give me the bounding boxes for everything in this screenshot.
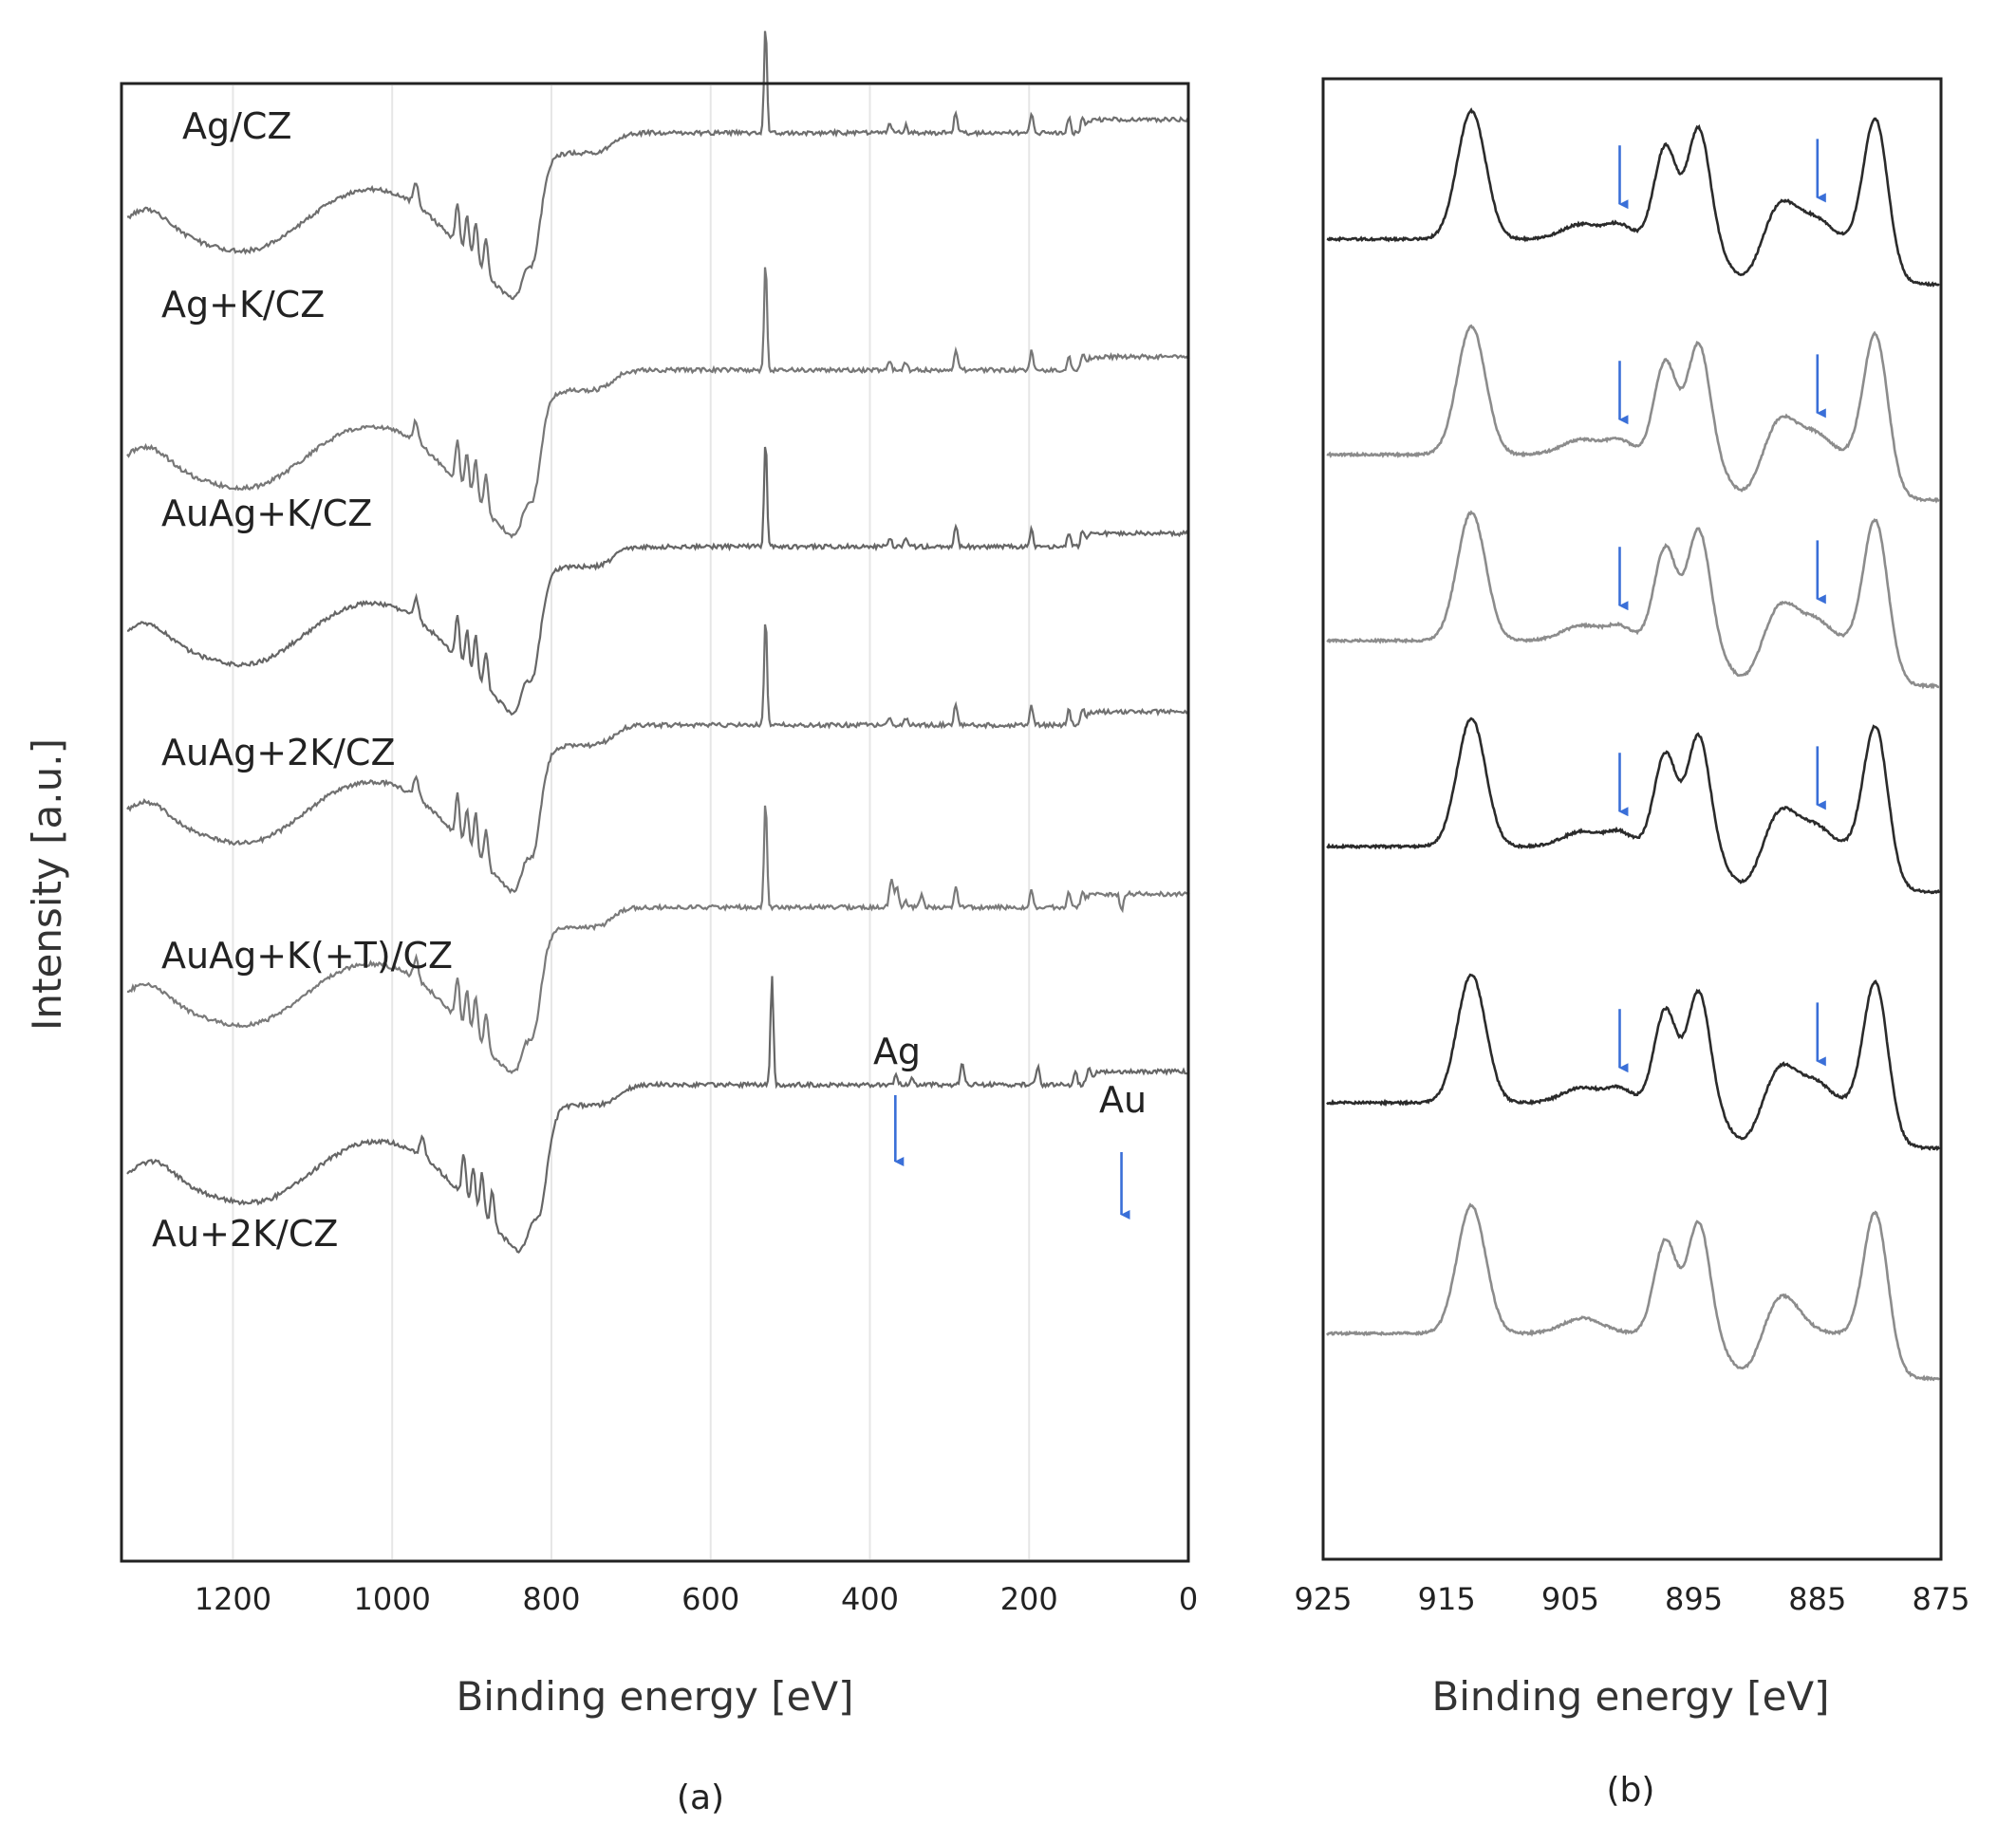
a-x-tick-label: 800	[522, 1581, 580, 1617]
b-spectrum-line	[1326, 324, 1940, 504]
b-spectrum-line	[1326, 510, 1940, 690]
panel-b: 925 915 905 895 885 875 Binding energy [eV] (…	[1294, 77, 1970, 1810]
b-x-tick-label: 875	[1912, 1581, 1969, 1617]
b-plot-frame	[1321, 77, 1943, 1561]
b-x-tick-label: 895	[1665, 1581, 1723, 1617]
a-spectrum-line	[126, 446, 1190, 717]
a-annotations: Ag Au	[873, 1031, 1147, 1219]
b-panel-label: (b)	[1607, 1771, 1655, 1810]
b-annotations	[1618, 139, 1826, 1073]
a-x-tick-label: 200	[1000, 1581, 1058, 1617]
a-x-tick-label: 0	[1179, 1581, 1198, 1617]
b-spectrum-line	[1326, 973, 1941, 1151]
a-annotation-label: Ag	[873, 1031, 921, 1072]
a-series-labels: Ag/CZ Ag+K/CZ AuAg+K/CZ AuAg+2K/CZ AuAg+K(+T…	[152, 105, 453, 1255]
a-panel-label: (a)	[677, 1778, 724, 1817]
a-x-tick-labels: 1200 1000 800 600 400 200 0	[195, 1581, 1198, 1617]
a-gridlines	[232, 85, 1031, 1559]
a-spectrum-line	[126, 30, 1190, 301]
a-spectrum-line	[126, 805, 1190, 1074]
a-series-label: Au+2K/CZ	[152, 1213, 338, 1255]
a-x-tick-label: 400	[841, 1581, 899, 1617]
a-spectrum-line	[126, 624, 1190, 895]
b-spectrum-line	[1326, 717, 1941, 895]
b-spectra	[1326, 107, 1941, 1382]
b-x-tick-label: 885	[1788, 1581, 1846, 1617]
a-spectrum-line	[126, 267, 1190, 539]
a-spectrum-line	[126, 976, 1190, 1254]
a-plot-frame	[120, 82, 1190, 1563]
a-spectra	[126, 30, 1190, 1254]
b-x-tick-label: 905	[1541, 1581, 1599, 1617]
a-x-tick-label: 1000	[353, 1581, 430, 1617]
b-spectrum-line	[1326, 107, 1940, 288]
a-series-label: AuAg+K/CZ	[161, 493, 372, 534]
b-x-tick-label: 915	[1418, 1581, 1476, 1617]
a-series-label: Ag/CZ	[182, 105, 291, 147]
a-series-label: AuAg+2K/CZ	[161, 732, 396, 773]
a-x-tick-label: 600	[681, 1581, 739, 1617]
panel-a: Ag/CZ Ag+K/CZ AuAg+K/CZ AuAg+2K/CZ AuAg+K(+T…	[120, 30, 1198, 1817]
a-x-axis-title: Binding energy [eV]	[456, 1673, 853, 1720]
y-axis-title: Intensity [a.u.]	[24, 738, 70, 1031]
b-spectrum-line	[1326, 1202, 1941, 1382]
a-x-tick-label: 1200	[195, 1581, 271, 1617]
b-x-tick-label: 925	[1294, 1581, 1352, 1617]
a-annotation-label: Au	[1099, 1079, 1147, 1121]
b-x-axis-title: Binding energy [eV]	[1431, 1673, 1829, 1720]
a-series-label: AuAg+K(+T)/CZ	[161, 935, 453, 977]
b-x-tick-labels: 925 915 905 895 885 875	[1294, 1581, 1969, 1617]
a-series-label: Ag+K/CZ	[161, 284, 325, 326]
